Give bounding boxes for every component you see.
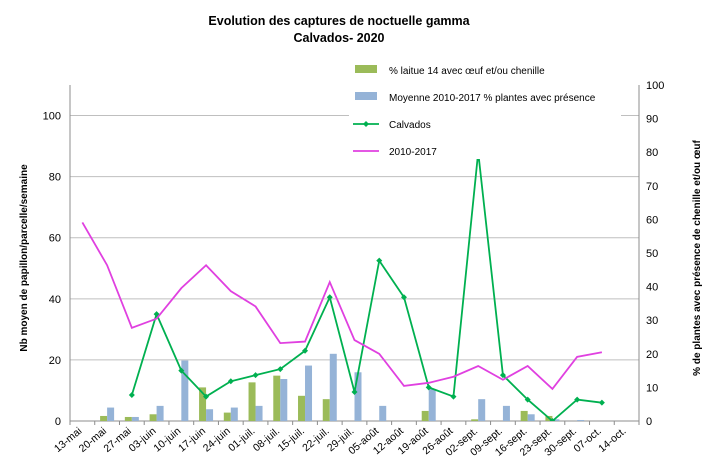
- legend-marker: [363, 121, 369, 127]
- bar: [305, 365, 313, 421]
- y2-tick-label: 50: [646, 248, 658, 260]
- line-point: [203, 393, 210, 400]
- bar: [478, 399, 486, 421]
- x-tick-label: 14-oct.: [596, 425, 628, 455]
- chart-subtitle: Calvados- 2020: [293, 31, 384, 45]
- bar: [471, 419, 479, 421]
- line-point: [326, 294, 333, 301]
- legend-swatch: [355, 92, 377, 100]
- x-tick-label: 10-juin: [151, 425, 183, 455]
- bar: [107, 407, 115, 421]
- bar: [527, 414, 535, 421]
- legend-entry: 2010-2017: [389, 147, 437, 158]
- bar: [428, 389, 436, 421]
- x-tick-label: 24-juin: [201, 425, 233, 455]
- chart-title: Evolution des captures de noctuelle gamm…: [208, 14, 470, 28]
- y2-tick-label: 30: [646, 315, 658, 327]
- bar: [255, 405, 263, 421]
- y-axis-title: Nb moyen de papillon/parcelle/semaine: [19, 164, 30, 352]
- line-point: [302, 347, 309, 354]
- bar: [156, 405, 164, 421]
- y-tick-label: 80: [49, 172, 61, 184]
- legend-swatch: [355, 65, 377, 73]
- y2-tick-label: 10: [646, 382, 658, 394]
- bar: [100, 415, 108, 421]
- bar: [199, 387, 207, 421]
- line-point: [524, 396, 531, 403]
- x-tick-label: 22-juil.: [300, 425, 331, 454]
- y-tick-label: 0: [55, 416, 61, 428]
- y2-tick-label: 40: [646, 282, 658, 294]
- legend-background: [349, 59, 621, 159]
- bar: [230, 407, 238, 421]
- x-tick-label: 15-juil.: [276, 425, 307, 454]
- line-point: [277, 366, 284, 373]
- bar: [280, 379, 288, 421]
- x-tick-label: 01-juil.: [226, 425, 257, 454]
- y-tick-label: 20: [49, 355, 61, 367]
- bar: [552, 419, 560, 421]
- line-point: [252, 372, 259, 379]
- bar: [248, 382, 256, 421]
- line-point: [499, 372, 506, 379]
- line-point: [376, 257, 383, 264]
- bar: [502, 405, 510, 421]
- bar: [273, 375, 281, 421]
- bar: [354, 372, 362, 421]
- bar: [322, 399, 330, 421]
- bar: [379, 405, 387, 421]
- y-tick-label: 40: [49, 294, 61, 306]
- y-tick-label: 100: [43, 111, 61, 123]
- bar: [577, 419, 585, 421]
- bar: [124, 416, 132, 421]
- line-point: [450, 393, 457, 400]
- line-point: [549, 418, 556, 421]
- y2-tick-label: 100: [646, 80, 664, 92]
- line-point: [227, 378, 234, 385]
- y2-tick-label: 0: [646, 416, 652, 428]
- y-tick-label: 60: [49, 233, 61, 245]
- y2-tick-label: 80: [646, 147, 658, 159]
- y2-tick-label: 70: [646, 181, 658, 193]
- y2-tick-label: 90: [646, 114, 658, 126]
- series-line: [130, 152, 603, 421]
- bar: [131, 416, 139, 421]
- x-tick-label: 27-mai: [101, 425, 133, 455]
- line-point: [425, 384, 432, 391]
- bar: [149, 414, 157, 421]
- x-tick-label: 08-juil.: [251, 425, 282, 454]
- bar: [421, 410, 429, 421]
- legend-entry: % laitue 14 avec œuf et/ou chenille: [389, 66, 545, 77]
- bar: [223, 412, 231, 421]
- bar: [329, 353, 337, 421]
- line-point: [400, 294, 407, 301]
- bar: [181, 360, 189, 421]
- legend: % laitue 14 avec œuf et/ou chenille Moyen…: [349, 59, 621, 159]
- legend-entry: Moyenne 2010-2017 % plantes avec présenc…: [389, 93, 596, 104]
- bar: [298, 395, 306, 421]
- y2-axis-title: % de plantes avec présence de chenille e…: [692, 140, 703, 376]
- bar: [520, 410, 528, 421]
- series-line: [81, 222, 603, 391]
- line-point: [128, 392, 135, 399]
- line-point: [351, 388, 358, 395]
- y2-tick-label: 60: [646, 214, 658, 226]
- line-point: [598, 399, 605, 406]
- x-tick-label: 03-juin: [127, 425, 159, 455]
- line-point: [574, 396, 581, 403]
- y2-tick-label: 20: [646, 349, 658, 361]
- bar: [206, 409, 214, 421]
- legend-entry: Calvados: [389, 120, 431, 131]
- line-point: [178, 367, 185, 374]
- x-tick-label: 17-juin: [176, 425, 208, 455]
